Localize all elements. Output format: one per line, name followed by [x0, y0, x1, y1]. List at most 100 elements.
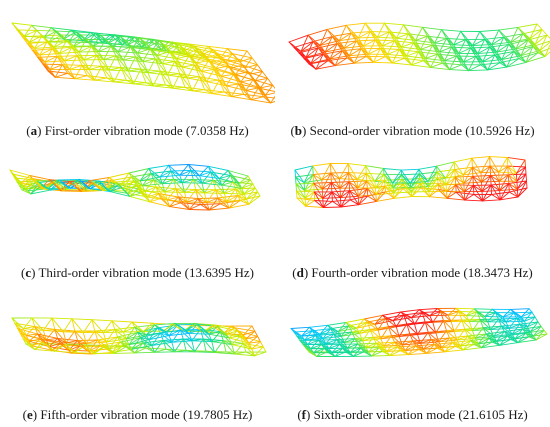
truss-member: [508, 327, 513, 335]
truss-member: [410, 182, 421, 193]
truss-member: [325, 339, 338, 345]
truss-member: [36, 29, 57, 32]
truss-member: [210, 58, 224, 63]
truss-member: [122, 56, 137, 61]
truss-member: [420, 341, 440, 344]
truss-member: [307, 339, 319, 345]
truss-member: [463, 175, 474, 193]
truss-member: [393, 196, 413, 199]
truss-member: [443, 320, 452, 323]
truss-member: [340, 181, 350, 199]
truss-member: [133, 82, 147, 85]
truss-member: [498, 171, 500, 182]
truss-member: [502, 308, 512, 318]
truss-member: [340, 335, 345, 343]
truss-member: [418, 349, 427, 354]
truss-member: [403, 24, 416, 41]
truss-member: [514, 332, 527, 340]
truss-member: [526, 321, 539, 328]
truss-member: [437, 177, 447, 186]
truss-member: [502, 312, 515, 318]
truss-member: [515, 172, 518, 182]
truss-member: [428, 183, 439, 193]
truss-member: [498, 180, 501, 192]
truss-member: [400, 169, 411, 184]
truss-member: [11, 317, 24, 330]
truss-member: [392, 178, 403, 189]
truss-member: [152, 84, 166, 87]
truss-member: [207, 165, 229, 171]
truss-member: [498, 165, 509, 182]
truss-member: [371, 347, 380, 357]
truss-member: [51, 48, 65, 62]
truss-member: [411, 187, 422, 197]
truss-member: [201, 182, 205, 194]
truss-member: [98, 45, 112, 52]
truss-member: [181, 182, 203, 184]
truss-member: [125, 331, 139, 340]
truss-member: [339, 178, 341, 189]
truss-member: [347, 163, 358, 180]
truss-member: [108, 55, 117, 71]
truss-member: [499, 339, 511, 346]
truss-member: [34, 46, 55, 49]
truss-member: [383, 168, 394, 184]
truss-member: [499, 191, 510, 201]
truss-member: [525, 52, 539, 63]
truss-member: [386, 341, 395, 352]
truss-member: [365, 172, 376, 182]
truss-member: [96, 54, 103, 67]
truss-member: [119, 176, 132, 186]
truss-member: [194, 350, 207, 353]
truss-member: [374, 180, 376, 189]
truss-member: [421, 310, 441, 314]
truss-member: [100, 182, 111, 193]
truss-member: [270, 101, 275, 104]
truss-member: [392, 317, 412, 322]
truss-member: [142, 48, 151, 62]
truss-member: [211, 331, 221, 343]
truss-member: [489, 156, 500, 173]
truss-member: [181, 178, 194, 184]
truss-member: [173, 42, 187, 55]
truss-member: [48, 34, 62, 43]
truss-member: [151, 345, 156, 353]
truss-member: [481, 175, 492, 183]
truss-member: [481, 165, 491, 183]
truss-member: [391, 49, 400, 64]
truss-member: [328, 343, 341, 350]
truss-member: [179, 329, 190, 334]
truss-member: [331, 36, 345, 49]
truss-member: [391, 62, 412, 66]
truss-member: [199, 175, 203, 184]
truss-member: [171, 48, 185, 54]
truss-member: [206, 68, 215, 83]
truss-member: [64, 46, 73, 62]
truss-member: [386, 49, 400, 55]
truss-member: [34, 326, 47, 341]
truss-member: [181, 169, 192, 184]
truss-member: [479, 319, 484, 329]
truss-member: [330, 182, 333, 193]
truss-member: [184, 191, 205, 194]
truss-member: [171, 329, 181, 343]
truss-member: [154, 58, 169, 76]
truss-member: [366, 180, 376, 189]
truss-member: [120, 187, 131, 197]
truss-member: [250, 87, 259, 101]
truss-member: [56, 55, 71, 70]
truss-member: [329, 163, 332, 174]
truss-member: [348, 181, 359, 189]
truss-member: [479, 29, 500, 32]
truss-member: [175, 188, 179, 198]
truss-member: [529, 321, 539, 333]
truss-member: [517, 339, 537, 344]
truss-member: [462, 166, 473, 176]
truss-member: [88, 177, 110, 182]
truss-member: [459, 335, 469, 347]
truss-member: [225, 351, 236, 355]
truss-member: [359, 321, 368, 334]
truss-member: [375, 197, 395, 202]
truss-member: [192, 178, 203, 184]
truss-member: [403, 312, 423, 316]
